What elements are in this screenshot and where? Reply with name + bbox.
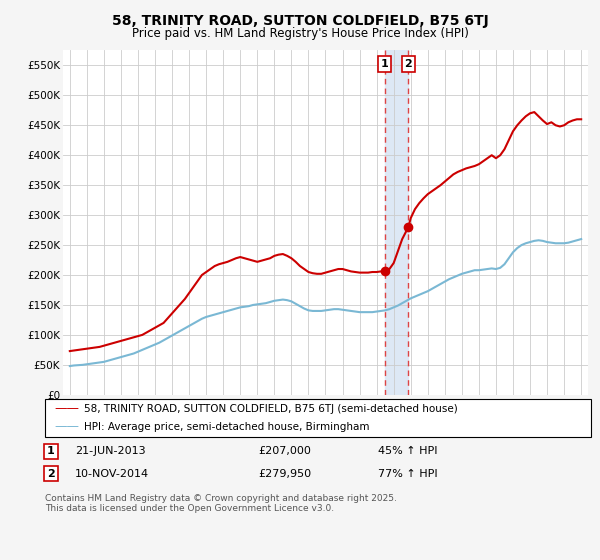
Text: 1: 1	[47, 446, 55, 456]
Text: 58, TRINITY ROAD, SUTTON COLDFIELD, B75 6TJ (semi-detached house): 58, TRINITY ROAD, SUTTON COLDFIELD, B75 …	[84, 404, 458, 414]
Text: 77% ↑ HPI: 77% ↑ HPI	[378, 469, 437, 479]
Text: Price paid vs. HM Land Registry's House Price Index (HPI): Price paid vs. HM Land Registry's House …	[131, 27, 469, 40]
Text: 21-JUN-2013: 21-JUN-2013	[75, 446, 146, 456]
Text: 45% ↑ HPI: 45% ↑ HPI	[378, 446, 437, 456]
Text: 1: 1	[381, 59, 389, 69]
Bar	[385, 50, 409, 395]
Text: £279,950: £279,950	[258, 469, 311, 479]
Text: £207,000: £207,000	[258, 446, 311, 456]
Text: 2: 2	[404, 59, 412, 69]
Text: 10-NOV-2014: 10-NOV-2014	[75, 469, 149, 479]
Text: HPI: Average price, semi-detached house, Birmingham: HPI: Average price, semi-detached house,…	[84, 422, 370, 432]
Text: Contains HM Land Registry data © Crown copyright and database right 2025.
This d: Contains HM Land Registry data © Crown c…	[45, 494, 397, 514]
Text: 58, TRINITY ROAD, SUTTON COLDFIELD, B75 6TJ: 58, TRINITY ROAD, SUTTON COLDFIELD, B75 …	[112, 14, 488, 28]
Text: 2: 2	[47, 469, 55, 479]
Text: ——: ——	[54, 403, 79, 416]
Text: ——: ——	[54, 420, 79, 433]
